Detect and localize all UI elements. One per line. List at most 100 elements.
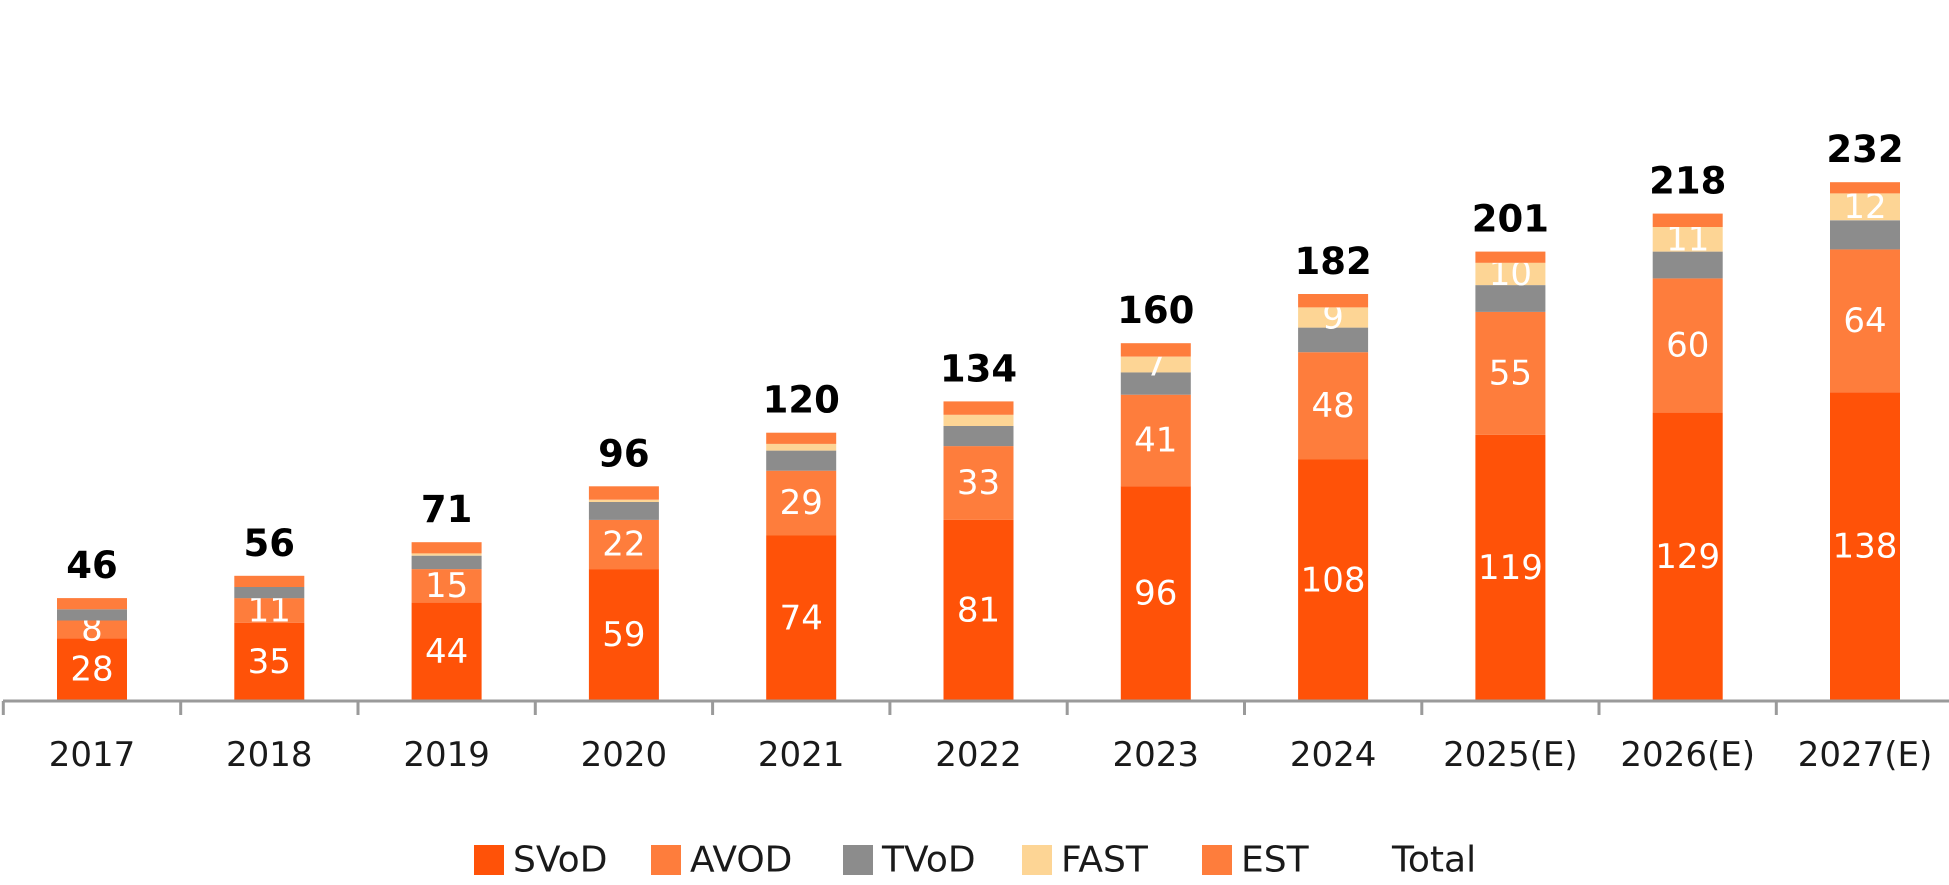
bar-tvod-2017	[57, 609, 127, 621]
bar-tvod-2019	[411, 555, 482, 570]
data-label-avod-2026(E): 60	[1666, 326, 1709, 366]
total-label-2027(E): 232	[1826, 128, 1903, 171]
bar-tvod-2018	[234, 587, 305, 599]
bar-tvod-2020	[588, 502, 659, 520]
bar-fast-2024	[1298, 307, 1369, 328]
bar-svod-2019	[411, 602, 482, 701]
legend-label-est: EST	[1241, 840, 1310, 881]
bar-svod-2026(E)	[1652, 412, 1723, 701]
data-label-svod-2023: 96	[1134, 574, 1177, 614]
bar-est-2022	[943, 401, 1014, 415]
data-label-avod-2024: 48	[1311, 386, 1354, 426]
total-label-2026(E): 218	[1649, 160, 1726, 203]
total-label-2023: 160	[1117, 289, 1194, 332]
legend-swatch-avod	[651, 845, 681, 875]
data-label-svod-2018: 35	[248, 642, 291, 682]
total-label-2020: 96	[598, 432, 650, 475]
legend-label-total: Total	[1391, 840, 1476, 881]
bar-tvod-2024	[1298, 327, 1369, 353]
bar-svod-2025(E)	[1475, 434, 1546, 701]
bar-fast-2027(E)	[1830, 193, 1900, 221]
bar-svod-2020	[588, 569, 659, 701]
bar-est-2021	[766, 432, 837, 444]
data-label-svod-2020: 59	[602, 615, 645, 655]
x-tick-label-2024: 2024	[1290, 735, 1377, 775]
data-label-avod-2019: 15	[425, 566, 468, 606]
bar-svod-2027(E)	[1830, 392, 1900, 701]
bar-tvod-2023	[1120, 372, 1191, 395]
bar-tvod-2027(E)	[1830, 220, 1900, 250]
x-tick-label-2023: 2023	[1113, 735, 1200, 775]
bar-est-2019	[411, 542, 482, 554]
total-label-2019: 71	[421, 488, 473, 531]
bar-fast-2025(E)	[1475, 262, 1546, 286]
bar-est-2020	[588, 486, 659, 500]
data-label-svod-2021: 74	[780, 598, 823, 638]
bar-est-2018	[234, 575, 305, 587]
legend-label-svod: SVoD	[513, 840, 607, 881]
data-label-svod-2025(E): 119	[1478, 548, 1543, 588]
total-label-2017: 46	[66, 544, 118, 587]
bar-fast-2021	[766, 443, 837, 451]
bar-avod-2024	[1298, 352, 1369, 460]
totals-layer: 46 56 71 96 120 134 160 182 201 218 232	[66, 128, 1903, 587]
data-label-avod-2023: 41	[1134, 421, 1177, 461]
data-label-avod-2025(E): 55	[1489, 353, 1532, 393]
data-label-svod-2026(E): 129	[1655, 537, 1720, 577]
total-label-2022: 134	[940, 347, 1017, 390]
bar-svod-2022	[943, 519, 1014, 701]
bar-svod-2024	[1298, 459, 1369, 701]
data-label-avod-2022: 33	[957, 463, 1000, 503]
bar-avod-2017	[57, 620, 127, 639]
legend-label-avod: AVOD	[690, 840, 792, 881]
x-axis: 2017 2018 2019 2020 2021 2022 2023 2024 2025(E) 2…	[1, 699, 1949, 775]
bar-avod-2026(E)	[1652, 278, 1723, 413]
data-label-avod-2020: 22	[602, 525, 645, 565]
bar-tvod-2026(E)	[1652, 251, 1723, 279]
bar-avod-2020	[588, 519, 659, 570]
bar-est-2023	[1120, 343, 1191, 357]
data-label-avod-2021: 29	[780, 483, 823, 523]
x-tick-label-2019: 2019	[403, 735, 490, 775]
bar-avod-2019	[411, 569, 482, 603]
x-tick-label-2020: 2020	[581, 735, 668, 775]
total-label-2018: 56	[244, 522, 296, 565]
bar-avod-2025(E)	[1475, 311, 1546, 435]
bar-est-2026(E)	[1652, 213, 1723, 227]
data-label-svod-2024: 108	[1301, 560, 1366, 600]
x-tick-label-2025(E): 2025(E)	[1443, 735, 1578, 775]
bar-fast-2019	[411, 553, 482, 556]
bar-avod-2018	[234, 598, 305, 623]
bar-fast-2023	[1120, 356, 1191, 373]
data-label-svod-2017: 28	[70, 650, 113, 690]
bar-svod-2018	[234, 622, 305, 701]
x-tick-label-2026(E): 2026(E)	[1620, 735, 1755, 775]
legend-swatch-svod	[474, 845, 504, 875]
total-label-2025(E): 201	[1472, 198, 1549, 241]
legend-label-fast: FAST	[1061, 840, 1149, 881]
x-tick-label-2021: 2021	[758, 735, 845, 775]
bar-est-2025(E)	[1475, 251, 1546, 263]
bar-avod-2022	[943, 446, 1014, 520]
total-label-2024: 182	[1294, 240, 1371, 283]
bar-fast-2020	[588, 499, 659, 502]
x-tick-label-2017: 2017	[49, 735, 136, 775]
bar-tvod-2021	[766, 450, 837, 471]
bar-fast-2022	[943, 414, 1014, 426]
data-label-svod-2019: 44	[425, 632, 468, 672]
data-label-svod-2027(E): 138	[1833, 527, 1898, 567]
data-label-fast-2024: 9	[1322, 298, 1344, 338]
bar-avod-2027(E)	[1830, 249, 1900, 393]
bar-avod-2021	[766, 470, 837, 536]
legend: SVoD AVOD TVoD FAST EST Total	[474, 840, 1476, 881]
bar-fast-2026(E)	[1652, 227, 1723, 252]
bar-tvod-2025(E)	[1475, 285, 1546, 312]
bar-avod-2023	[1120, 394, 1191, 487]
legend-swatch-est	[1202, 845, 1232, 875]
bar-svod-2017	[57, 638, 127, 701]
bars-layer: 2883511441559227429813396417108489119551…	[57, 182, 1900, 701]
bar-svod-2023	[1120, 486, 1191, 701]
bar-est-2024	[1298, 294, 1369, 308]
data-label-svod-2022: 81	[957, 590, 1000, 630]
